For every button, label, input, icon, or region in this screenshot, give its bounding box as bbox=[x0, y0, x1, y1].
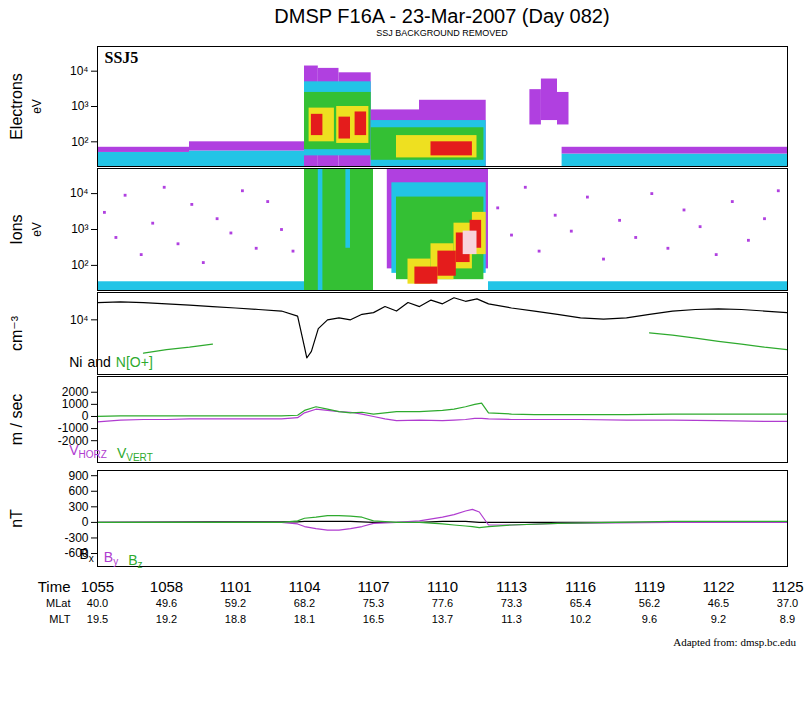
svg-text:Ions: Ions bbox=[8, 214, 25, 244]
svg-text:2000: 2000 bbox=[62, 385, 89, 399]
svg-text:cm⁻³: cm⁻³ bbox=[8, 315, 25, 351]
svg-text:1125: 1125 bbox=[771, 578, 803, 595]
svg-text:18.8: 18.8 bbox=[225, 613, 246, 625]
svg-text:77.6: 77.6 bbox=[432, 597, 453, 609]
svg-text:1101: 1101 bbox=[219, 578, 251, 595]
svg-text:10³: 10³ bbox=[71, 222, 88, 236]
svg-text:49.6: 49.6 bbox=[156, 597, 177, 609]
svg-text:19.5: 19.5 bbox=[87, 613, 108, 625]
svg-text:65.4: 65.4 bbox=[570, 597, 591, 609]
svg-text:75.3: 75.3 bbox=[363, 597, 384, 609]
svg-text:0: 0 bbox=[82, 515, 89, 529]
svg-text:-300: -300 bbox=[64, 531, 88, 545]
svg-text:10.2: 10.2 bbox=[570, 613, 591, 625]
svg-text:900: 900 bbox=[68, 469, 88, 483]
svg-text:1119: 1119 bbox=[634, 578, 665, 595]
svg-text:m / sec: m / sec bbox=[8, 394, 25, 446]
svg-text:eV: eV bbox=[30, 222, 44, 237]
svg-text:SSJ5: SSJ5 bbox=[105, 49, 139, 66]
svg-text:11.3: 11.3 bbox=[501, 613, 522, 625]
svg-text:eV: eV bbox=[30, 99, 44, 114]
svg-text:MLat: MLat bbox=[46, 597, 70, 609]
svg-text:59.2: 59.2 bbox=[225, 597, 246, 609]
svg-text:9.6: 9.6 bbox=[642, 613, 657, 625]
svg-text:1000: 1000 bbox=[62, 397, 89, 411]
svg-text:300: 300 bbox=[68, 500, 88, 514]
svg-text:13.7: 13.7 bbox=[432, 613, 453, 625]
svg-text:16.5: 16.5 bbox=[363, 613, 384, 625]
svg-text:10⁴: 10⁴ bbox=[70, 64, 89, 78]
svg-text:0: 0 bbox=[82, 409, 89, 423]
svg-text:40.0: 40.0 bbox=[87, 597, 108, 609]
svg-text:18.1: 18.1 bbox=[294, 613, 315, 625]
svg-text:MLT: MLT bbox=[49, 613, 70, 625]
svg-text:1113: 1113 bbox=[496, 578, 527, 595]
svg-text:nT: nT bbox=[8, 509, 25, 528]
svg-text:37.0: 37.0 bbox=[777, 597, 798, 609]
svg-text:1104: 1104 bbox=[288, 578, 320, 595]
svg-text:-1000: -1000 bbox=[58, 421, 89, 435]
svg-text:1122: 1122 bbox=[702, 578, 734, 595]
svg-text:VHORZVVERT: VHORZVVERT bbox=[69, 442, 153, 463]
svg-text:10⁴: 10⁴ bbox=[70, 313, 89, 327]
svg-text:Electrons: Electrons bbox=[8, 73, 25, 140]
svg-text:1116: 1116 bbox=[565, 578, 596, 595]
svg-text:73.3: 73.3 bbox=[501, 597, 522, 609]
svg-text:1107: 1107 bbox=[357, 578, 389, 595]
svg-text:1055: 1055 bbox=[81, 578, 114, 595]
svg-text:68.2: 68.2 bbox=[294, 597, 315, 609]
svg-text:19.2: 19.2 bbox=[156, 613, 177, 625]
svg-text:Time: Time bbox=[38, 578, 71, 595]
svg-text:9.2: 9.2 bbox=[711, 613, 726, 625]
svg-text:10²: 10² bbox=[71, 135, 88, 149]
svg-text:10²: 10² bbox=[71, 258, 88, 272]
svg-text:10³: 10³ bbox=[71, 99, 88, 113]
svg-text:56.2: 56.2 bbox=[639, 597, 660, 609]
svg-text:600: 600 bbox=[68, 484, 88, 498]
svg-text:8.9: 8.9 bbox=[780, 613, 795, 625]
svg-text:1058: 1058 bbox=[150, 578, 183, 595]
svg-text:1110: 1110 bbox=[427, 578, 458, 595]
svg-text:10⁴: 10⁴ bbox=[70, 186, 89, 200]
svg-text:NiandN[O+]: NiandN[O+] bbox=[69, 354, 153, 370]
svg-text:46.5: 46.5 bbox=[708, 597, 729, 609]
